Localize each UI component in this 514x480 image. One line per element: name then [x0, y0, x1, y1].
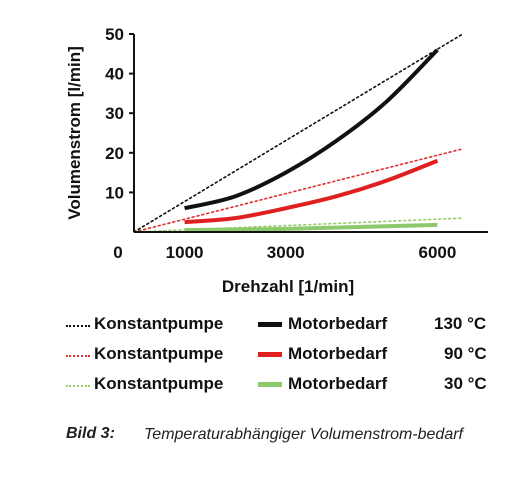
legend-dotted-label: Konstantpumpe — [94, 314, 224, 333]
y-tick-label: 40 — [105, 65, 124, 84]
legend-row-130: Konstantpumpe Motorbedarf 130 °C — [66, 312, 506, 342]
legend-solid-label: Motorbedarf — [288, 344, 388, 363]
caption-label: Bild 3: — [66, 425, 115, 442]
legend-solid-swatch — [258, 382, 282, 387]
legend-solid-label: Motorbedarf — [288, 314, 388, 333]
chart: 10 20 30 40 50 0 1000 3000 6000 Drehzahl [1/min… — [65, 25, 488, 296]
x-tick-label: 1000 — [166, 243, 204, 262]
legend-row-30: Konstantpumpe Motorbedarf 30 °C — [66, 372, 506, 402]
legend-temp: 130 °C — [434, 314, 487, 333]
y-axis-title: Volumenstrom [l/min] — [65, 46, 84, 219]
y-ticks: 10 20 30 40 50 — [105, 25, 134, 202]
konstantpumpe-line-130 — [133, 33, 464, 233]
legend-temp: 30 °C — [444, 374, 487, 393]
x-axis-title: Drehzahl [1/min] — [222, 277, 354, 296]
legend: Konstantpumpe Motorbedarf 130 °C Konstan… — [66, 312, 506, 402]
caption-text: Temperaturabhängiger Volumenstrom-bedarf — [144, 426, 463, 443]
y-tick-label: 20 — [105, 144, 124, 163]
x-tick-label: 6000 — [419, 243, 457, 262]
y-tick-label: 50 — [105, 25, 124, 44]
x-ticks: 0 1000 3000 6000 — [113, 243, 456, 262]
x-tick-label: 3000 — [267, 243, 305, 262]
legend-dotted-swatch — [66, 385, 90, 387]
y-tick-label: 10 — [105, 183, 124, 202]
plot-lines — [133, 33, 464, 233]
legend-temp: 90 °C — [444, 344, 487, 363]
konstantpumpe-line-90 — [133, 148, 464, 233]
y-tick-label: 30 — [105, 104, 124, 123]
legend-solid-label: Motorbedarf — [288, 374, 388, 393]
legend-solid-swatch — [258, 352, 282, 357]
motorbedarf-line-90 — [184, 158, 439, 225]
legend-dotted-swatch — [66, 355, 90, 357]
motorbedarf-line-130 — [184, 48, 439, 211]
legend-dotted-label: Konstantpumpe — [94, 344, 224, 363]
legend-dotted-swatch — [66, 325, 90, 327]
x-tick-label: 0 — [113, 243, 122, 262]
legend-row-90: Konstantpumpe Motorbedarf 90 °C — [66, 342, 506, 372]
legend-dotted-label: Konstantpumpe — [94, 374, 224, 393]
motorbedarf-line-30 — [184, 222, 438, 233]
legend-solid-swatch — [258, 322, 282, 327]
